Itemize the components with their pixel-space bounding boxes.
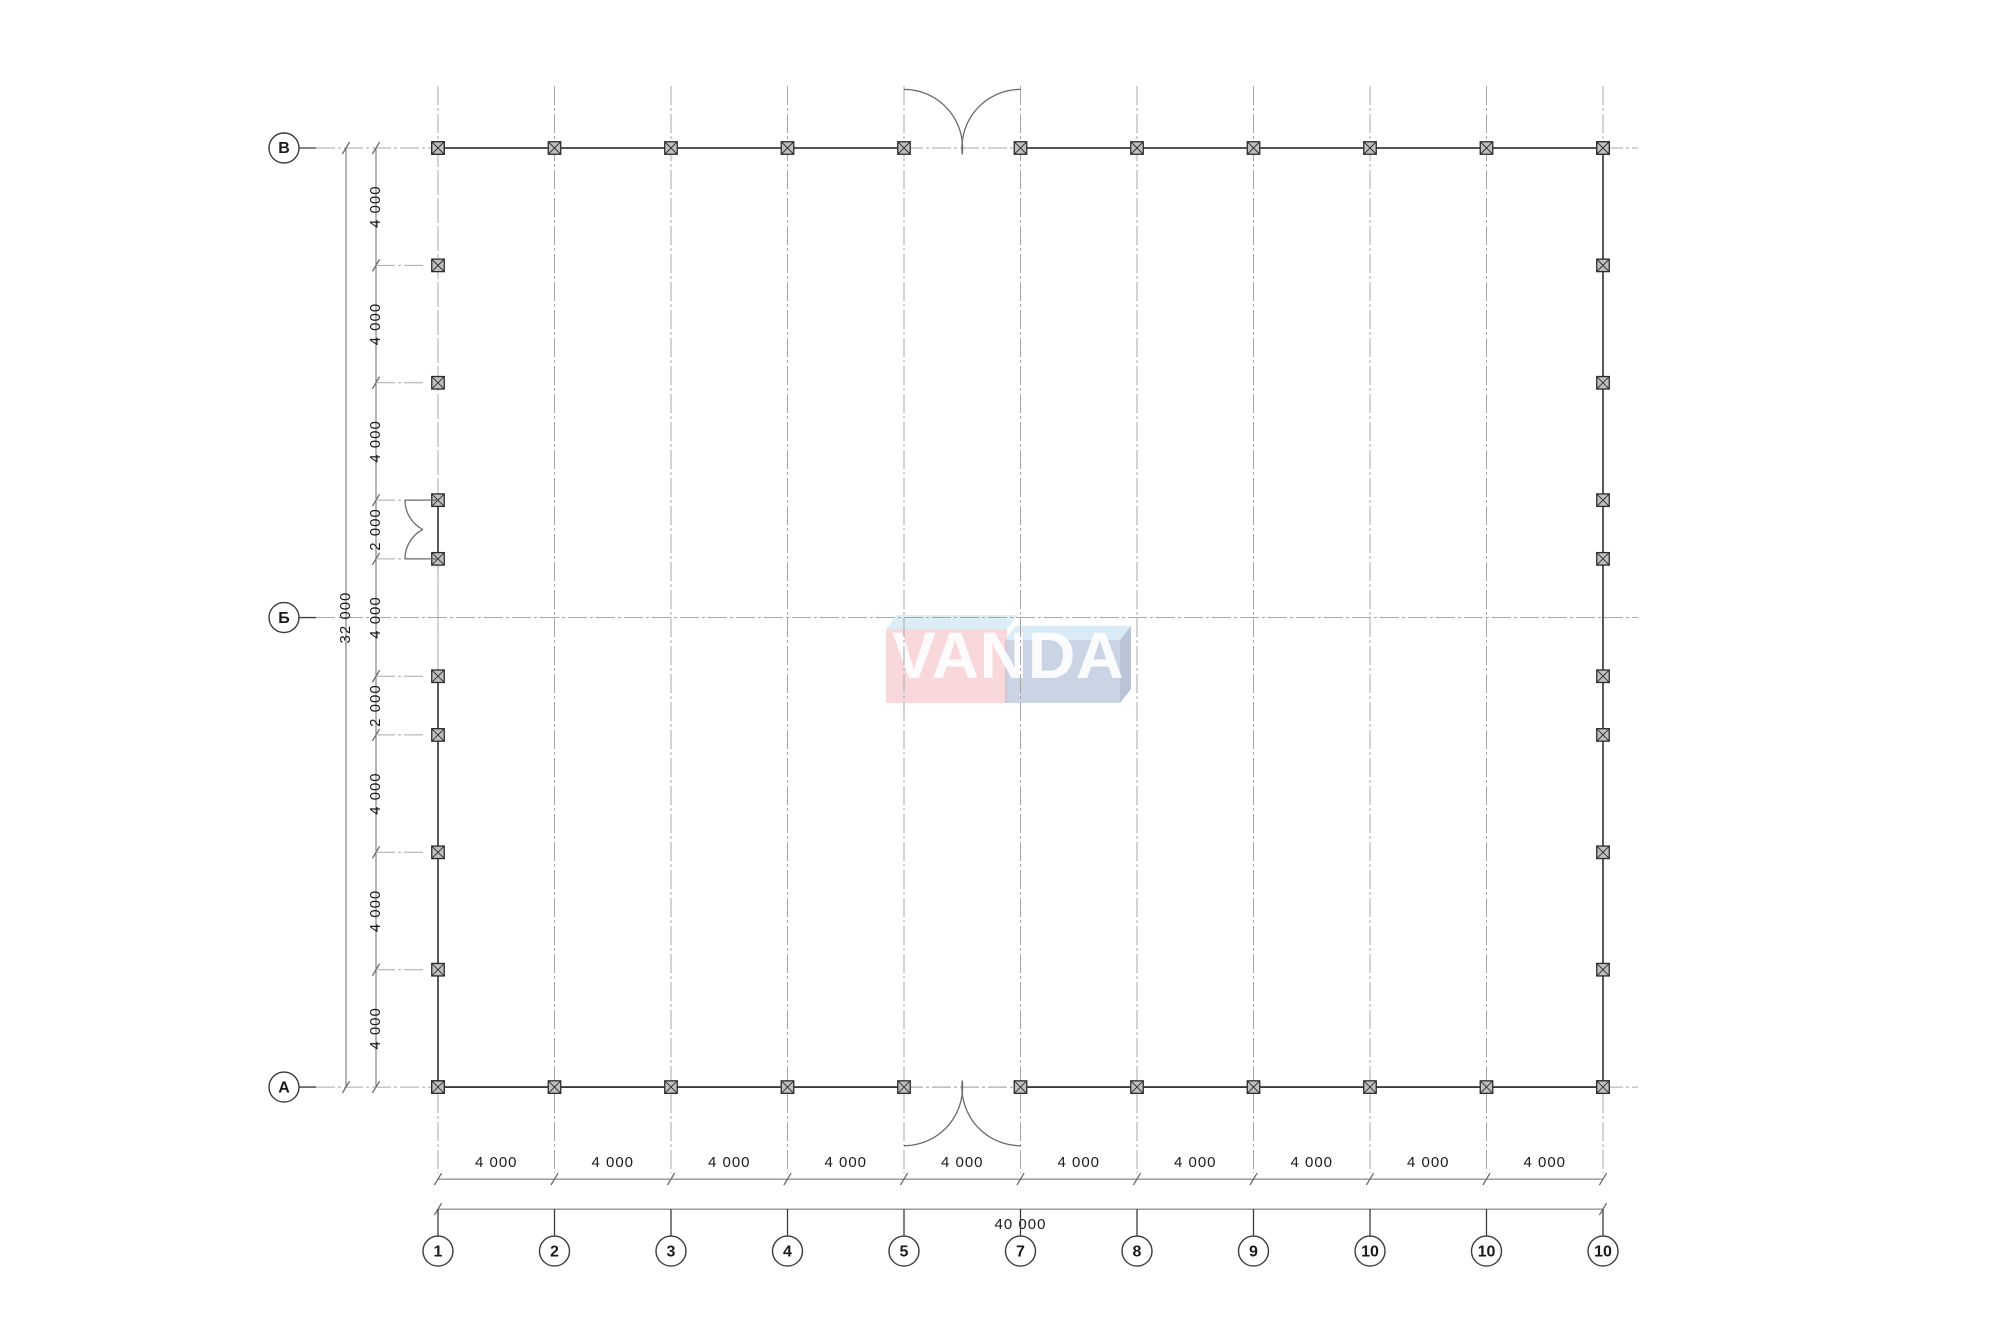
svg-text:4 000: 4 000 bbox=[1290, 1154, 1333, 1171]
svg-text:4 000: 4 000 bbox=[591, 1154, 634, 1171]
svg-text:4 000: 4 000 bbox=[1407, 1154, 1450, 1171]
svg-text:4 000: 4 000 bbox=[1174, 1154, 1217, 1171]
svg-text:9: 9 bbox=[1249, 1243, 1258, 1260]
svg-text:4 000: 4 000 bbox=[824, 1154, 867, 1171]
svg-text:4 000: 4 000 bbox=[941, 1154, 984, 1171]
svg-text:32 000: 32 000 bbox=[337, 592, 354, 644]
svg-text:1: 1 bbox=[434, 1243, 443, 1260]
svg-text:2 000: 2 000 bbox=[367, 508, 384, 551]
svg-text:4: 4 bbox=[783, 1243, 792, 1260]
svg-text:4 000: 4 000 bbox=[367, 772, 384, 815]
svg-text:4 000: 4 000 bbox=[367, 303, 384, 346]
svg-text:10: 10 bbox=[1361, 1243, 1379, 1260]
svg-text:4 000: 4 000 bbox=[367, 420, 384, 463]
svg-text:4 000: 4 000 bbox=[475, 1154, 518, 1171]
svg-text:4 000: 4 000 bbox=[1057, 1154, 1100, 1171]
svg-text:Б: Б bbox=[278, 610, 290, 627]
svg-text:2: 2 bbox=[550, 1243, 559, 1260]
svg-text:7: 7 bbox=[1016, 1243, 1025, 1260]
svg-text:4 000: 4 000 bbox=[367, 185, 384, 228]
svg-text:4 000: 4 000 bbox=[367, 890, 384, 933]
svg-text:2 000: 2 000 bbox=[367, 684, 384, 727]
svg-text:3: 3 bbox=[667, 1243, 676, 1260]
svg-text:4 000: 4 000 bbox=[367, 596, 384, 639]
svg-text:5: 5 bbox=[900, 1243, 909, 1260]
svg-text:8: 8 bbox=[1133, 1243, 1142, 1260]
svg-text:10: 10 bbox=[1478, 1243, 1496, 1260]
svg-text:B: B bbox=[278, 140, 290, 157]
svg-text:10: 10 bbox=[1594, 1243, 1612, 1260]
svg-text:A: A bbox=[278, 1079, 290, 1096]
svg-text:4 000: 4 000 bbox=[708, 1154, 751, 1171]
svg-text:VANDA: VANDA bbox=[892, 618, 1124, 692]
svg-text:4 000: 4 000 bbox=[367, 1007, 384, 1050]
svg-text:4 000: 4 000 bbox=[1523, 1154, 1566, 1171]
